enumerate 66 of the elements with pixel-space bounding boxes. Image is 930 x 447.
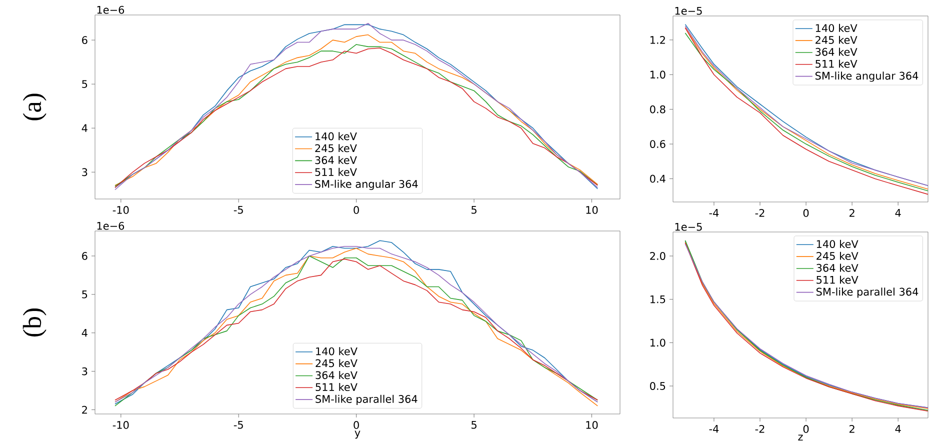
y-tick-label: 1.0 [650,70,666,79]
legend-label: SM-like angular 364 [815,72,918,82]
x-axis-title: y [354,430,360,439]
x-tick-label: -10 [112,421,129,429]
x-tick-label: 4 [895,425,901,433]
legend-label: 364 keV [816,48,858,56]
legend-label: 245 keV [315,144,357,152]
legend-label: SM-like parallel 364 [316,394,418,405]
text: (b) [22,308,46,336]
x-tick-label: -5 [234,206,243,214]
y-tick-label: 5 [82,80,88,88]
legend-label: 140 keV [316,132,357,140]
y-tick-label: 4 [82,124,88,132]
x-tick-label: 0 [354,421,359,429]
x-tick-label: 5 [472,421,476,429]
x-tick-label: 10 [586,206,598,214]
legend-label: 245 keV [316,359,358,368]
x-tick-label: -4 [709,209,719,217]
legend-label: 511 keV [816,60,858,68]
legend-label: 140 keV [816,240,858,248]
x-tick-label: 5 [472,206,476,214]
x-tick-label: -2 [755,209,764,217]
legend-label: 140 keV [816,24,858,32]
x-tick-label: -4 [709,425,719,433]
x-tick-label: 0 [803,425,809,433]
legend-label: 364 keV [315,156,357,164]
legend-label: 364 keV [816,264,858,272]
text: 1e−5 [675,223,702,231]
y-tick-label: 1.2 [650,36,665,44]
x-tick-label: 4 [895,209,901,217]
y-tick-label: 6 [82,252,88,260]
y-tick-label: 3 [82,367,88,376]
legend-label: 364 keV [316,371,358,380]
x-tick-label: 10 [586,421,598,429]
x-axis-title: z [798,434,803,440]
y-tick-label: 2.0 [650,252,666,260]
text: 1e−6 [97,6,124,14]
x-tick-label: 2 [849,425,854,433]
y-tick-label: 3 [82,168,88,176]
y-tick-label: 6 [82,36,88,44]
x-tick-label: -5 [234,421,243,429]
y-tick-label: 4 [82,329,88,337]
y-tick-label: 5 [82,290,88,298]
x-tick-label: 2 [849,209,854,217]
y-tick-label: 0.5 [650,382,666,390]
x-tick-label: -10 [112,206,129,214]
legend-label: 511 keV [816,276,858,284]
legend-label: 140 keV [316,347,358,356]
text: 1e−5 [675,7,702,15]
legend-label: 245 keV [816,36,858,44]
y-tick-label: 2 [82,406,87,414]
legend-label: SM-like angular 364 [315,180,418,190]
y-tick-label: 1.0 [650,338,666,347]
legend-label: 245 keV [816,252,858,260]
legend-label: SM-like parallel 364 [816,288,918,298]
x-tick-label: 0 [354,206,359,214]
y-tick-label: 0.4 [650,174,666,183]
x-tick-label: 0 [803,209,809,217]
y-tick-label: 0.6 [650,140,666,148]
text: 1e−6 [97,222,124,230]
legend-label: 511 keV [315,168,357,176]
x-tick-label: -2 [755,425,764,433]
text: (a) [22,94,46,120]
legend-label: 511 keV [316,382,358,392]
y-tick-label: 1.5 [650,295,666,304]
y-tick-label: 0.8 [650,105,666,114]
